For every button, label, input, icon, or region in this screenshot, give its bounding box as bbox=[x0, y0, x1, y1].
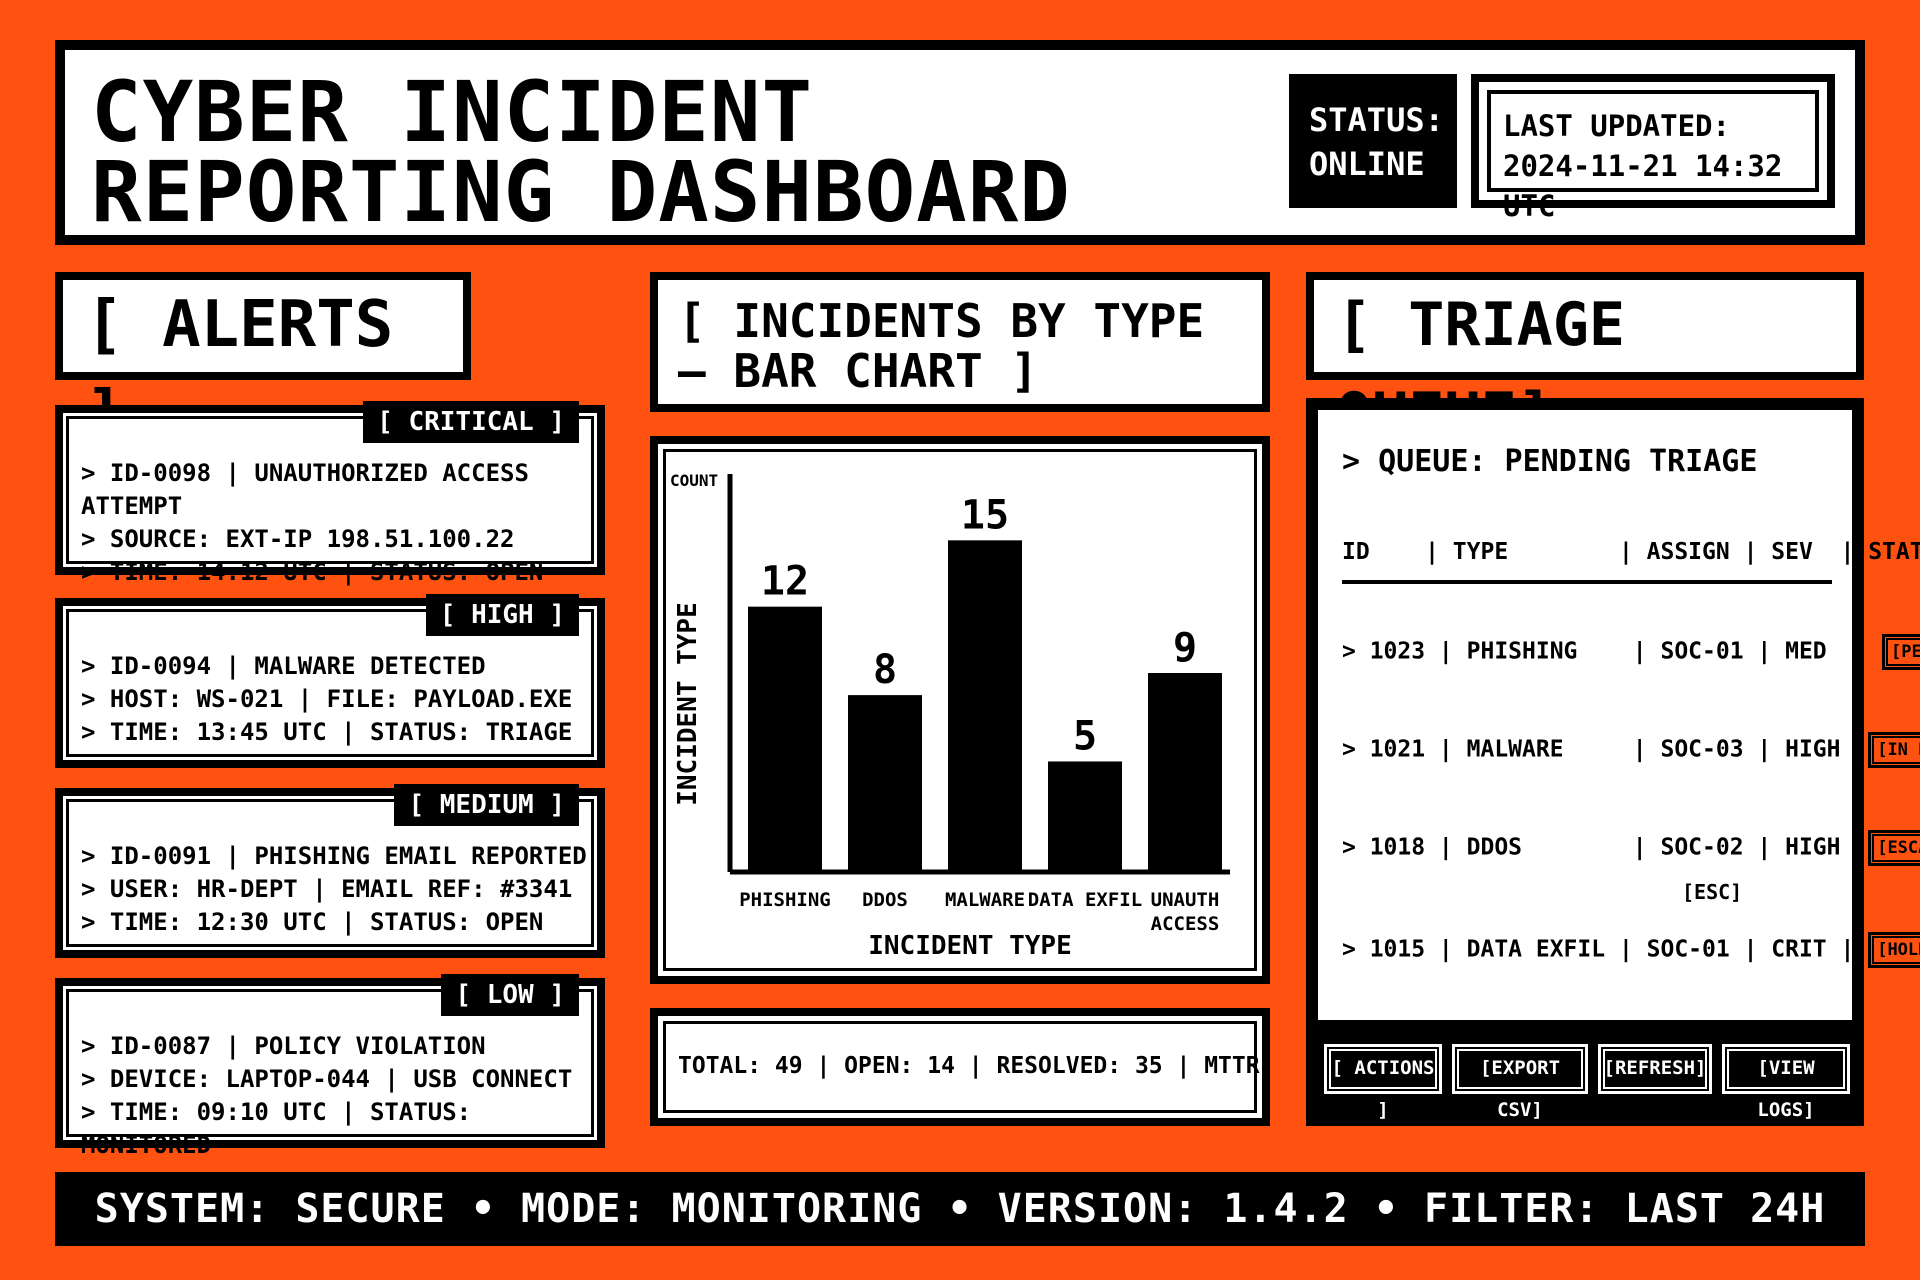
bar-data-exfil bbox=[1048, 761, 1122, 872]
x-tick-label: MALWARE bbox=[945, 889, 1025, 911]
x-tick-label: DATA EXFIL bbox=[1028, 889, 1142, 911]
severity-tag-low: [ LOW ] bbox=[441, 974, 579, 1016]
x-tick-label: UNAUTH bbox=[1151, 889, 1220, 911]
table-row[interactable]: > 1021 | MALWARE | SOC-03 | HIGH |[IN PR… bbox=[1342, 732, 1920, 768]
row-text: > 1015 | DATA EXFIL | SOC-01 | CRIT | bbox=[1342, 936, 1869, 963]
alert-line: > ID-0094 | MALWARE DETECTED bbox=[81, 652, 486, 680]
table-header: ID | TYPE | ASSIGN | SEV | STATUS bbox=[1342, 539, 1920, 565]
data-label: 12 bbox=[761, 559, 809, 605]
triage-panel: > QUEUE: PENDING TRIAGE ID | TYPE | ASSI… bbox=[1306, 398, 1920, 1126]
alert-line: > TIME: 13:45 UTC | STATUS: TRIAGE bbox=[81, 718, 573, 746]
alert-line: > TIME: 09:10 UTC | STATUS: MONITORED bbox=[81, 1098, 472, 1159]
alert-line: > ID-0091 | PHISHING EMAIL REPORTED bbox=[81, 842, 587, 870]
export-csv-button[interactable]: [EXPORT CSV] bbox=[1452, 1044, 1588, 1121]
alert-line: > HOST: WS-021 | FILE: PAYLOAD.EXE bbox=[81, 685, 573, 713]
table-row[interactable]: > 1015 | DATA EXFIL | SOC-01 | CRIT | [H… bbox=[1342, 932, 1920, 968]
bar-ddos bbox=[848, 695, 922, 872]
alert-line: > TIME: 14:12 UTC | STATUS: OPEN bbox=[81, 558, 544, 586]
header-bar: CYBER INCIDENT REPORTING DASHBOARD STATU… bbox=[55, 40, 1865, 245]
header-divider bbox=[1342, 580, 1832, 584]
queue-label: > QUEUE: PENDING TRIAGE bbox=[1342, 444, 1758, 479]
data-label: 8 bbox=[873, 647, 897, 693]
status-badge[interactable]: [IN PROGRES] bbox=[1868, 732, 1920, 768]
alert-card-critical[interactable]: [ CRITICAL ] > ID-0098 | UNAUTHORIZED AC… bbox=[55, 401, 605, 586]
status-badge[interactable]: [HOLD] bbox=[1868, 932, 1920, 968]
status-value: ONLINE bbox=[1309, 145, 1425, 183]
bar-chart: 12 PHISHING 8 DDOS 15 MALWARE 5 DATA EXFIL 9 UNAU… bbox=[670, 471, 1230, 961]
page-title-line2: REPORTING DASHBOARD bbox=[91, 143, 1071, 241]
page-title-line1: CYBER INCIDENT bbox=[91, 63, 814, 161]
triage-queue-table: > QUEUE: PENDING TRIAGE ID | TYPE | ASSI… bbox=[1318, 410, 1920, 1020]
x-axis-label: INCIDENT TYPE bbox=[868, 931, 1072, 961]
escalation-note: [ESC] bbox=[1682, 880, 1743, 904]
view-logs-button[interactable]: [VIEW LOGS] bbox=[1722, 1044, 1850, 1121]
status-badge[interactable]: [PENDING] bbox=[1882, 634, 1920, 670]
chart-section-title: [ INCIDENTS BY TYPE — BAR CHART ] bbox=[650, 272, 1270, 412]
x-tick-label: DDOS bbox=[862, 889, 908, 911]
bar-malware bbox=[948, 540, 1022, 872]
alert-line: > USER: HR-DEPT | EMAIL REF: #3341 bbox=[81, 875, 573, 903]
severity-tag-medium: [ MEDIUM ] bbox=[394, 784, 579, 826]
data-label: 15 bbox=[961, 492, 1009, 538]
y-top-label: COUNT bbox=[670, 471, 718, 490]
page-title: CYBER INCIDENT REPORTING DASHBOARD bbox=[91, 63, 1071, 241]
status-badge[interactable]: [ESCALATED] bbox=[1868, 830, 1920, 866]
data-label: 9 bbox=[1173, 625, 1197, 671]
last-updated-box: LAST UPDATED: 2024-11-21 14:32 UTC bbox=[1471, 74, 1835, 223]
alert-card-medium[interactable]: [ MEDIUM ] > ID-0091 | PHISHING EMAIL RE… bbox=[55, 784, 605, 958]
status-footer: SYSTEM: SECURE • MODE: MONITORING • VERS… bbox=[55, 1172, 1865, 1246]
status-label: STATUS: bbox=[1309, 101, 1444, 139]
alert-card-low[interactable]: [ LOW ] > ID-0087 | POLICY VIOLATION > D… bbox=[55, 974, 605, 1159]
y-axis-label: INCIDENT TYPE bbox=[673, 602, 703, 806]
bar-chart-panel: 12 PHISHING 8 DDOS 15 MALWARE 5 DATA EXFIL 9 UNAU… bbox=[650, 436, 1270, 984]
last-updated-value: 2024-11-21 14:32 UTC bbox=[1503, 149, 1783, 223]
alert-line: > ID-0098 | UNAUTHORIZED ACCESS ATTEMPT bbox=[81, 459, 529, 520]
chart-title-line2: — BAR CHART ] bbox=[678, 344, 1039, 398]
alert-line: > DEVICE: LAPTOP-044 | USB CONNECT bbox=[81, 1065, 573, 1093]
x-tick-label: ACCESS bbox=[1151, 913, 1220, 935]
table-row[interactable]: > 1018 | DDOS | SOC-02 | HIGH |[ESCALATE… bbox=[1342, 830, 1920, 866]
severity-tag-critical: [ CRITICAL ] bbox=[363, 401, 579, 443]
chart-title-line1: [ INCIDENTS BY TYPE bbox=[678, 294, 1205, 348]
alert-card-high[interactable]: [ HIGH ] > ID-0094 | MALWARE DETECTED > … bbox=[55, 594, 605, 768]
alerts-section-title: [ ALERTS ] bbox=[55, 272, 471, 452]
data-label: 5 bbox=[1073, 713, 1097, 759]
table-row[interactable]: > 1023 | PHISHING | SOC-01 | MED | [PEND… bbox=[1342, 634, 1920, 670]
row-text: > 1018 | DDOS | SOC-02 | HIGH | bbox=[1342, 834, 1869, 861]
triage-section-title: [ TRIAGE QUEUE] bbox=[1306, 272, 1864, 450]
bar-phishing bbox=[748, 606, 822, 872]
row-text: > 1021 | MALWARE | SOC-03 | HIGH | bbox=[1342, 736, 1869, 763]
x-tick-label: PHISHING bbox=[739, 889, 831, 911]
row-text: > 1023 | PHISHING | SOC-01 | MED | bbox=[1342, 638, 1883, 665]
alert-line: > TIME: 12:30 UTC | STATUS: OPEN bbox=[81, 908, 544, 936]
alert-line: > SOURCE: EXT-IP 198.51.100.22 bbox=[81, 525, 515, 553]
last-updated-label: LAST UPDATED: bbox=[1503, 109, 1730, 143]
status-indicator: STATUS: ONLINE bbox=[1289, 74, 1457, 208]
actions-button[interactable]: [ ACTIONS ] bbox=[1324, 1044, 1442, 1121]
bar-unauth-access bbox=[1148, 673, 1222, 872]
summary-stats: TOTAL: 49 | OPEN: 14 | RESOLVED: 35 | MT… bbox=[650, 1008, 1270, 1126]
alert-line: > ID-0087 | POLICY VIOLATION bbox=[81, 1032, 486, 1060]
refresh-button[interactable]: [REFRESH] bbox=[1598, 1044, 1712, 1094]
severity-tag-high: [ HIGH ] bbox=[425, 594, 579, 636]
